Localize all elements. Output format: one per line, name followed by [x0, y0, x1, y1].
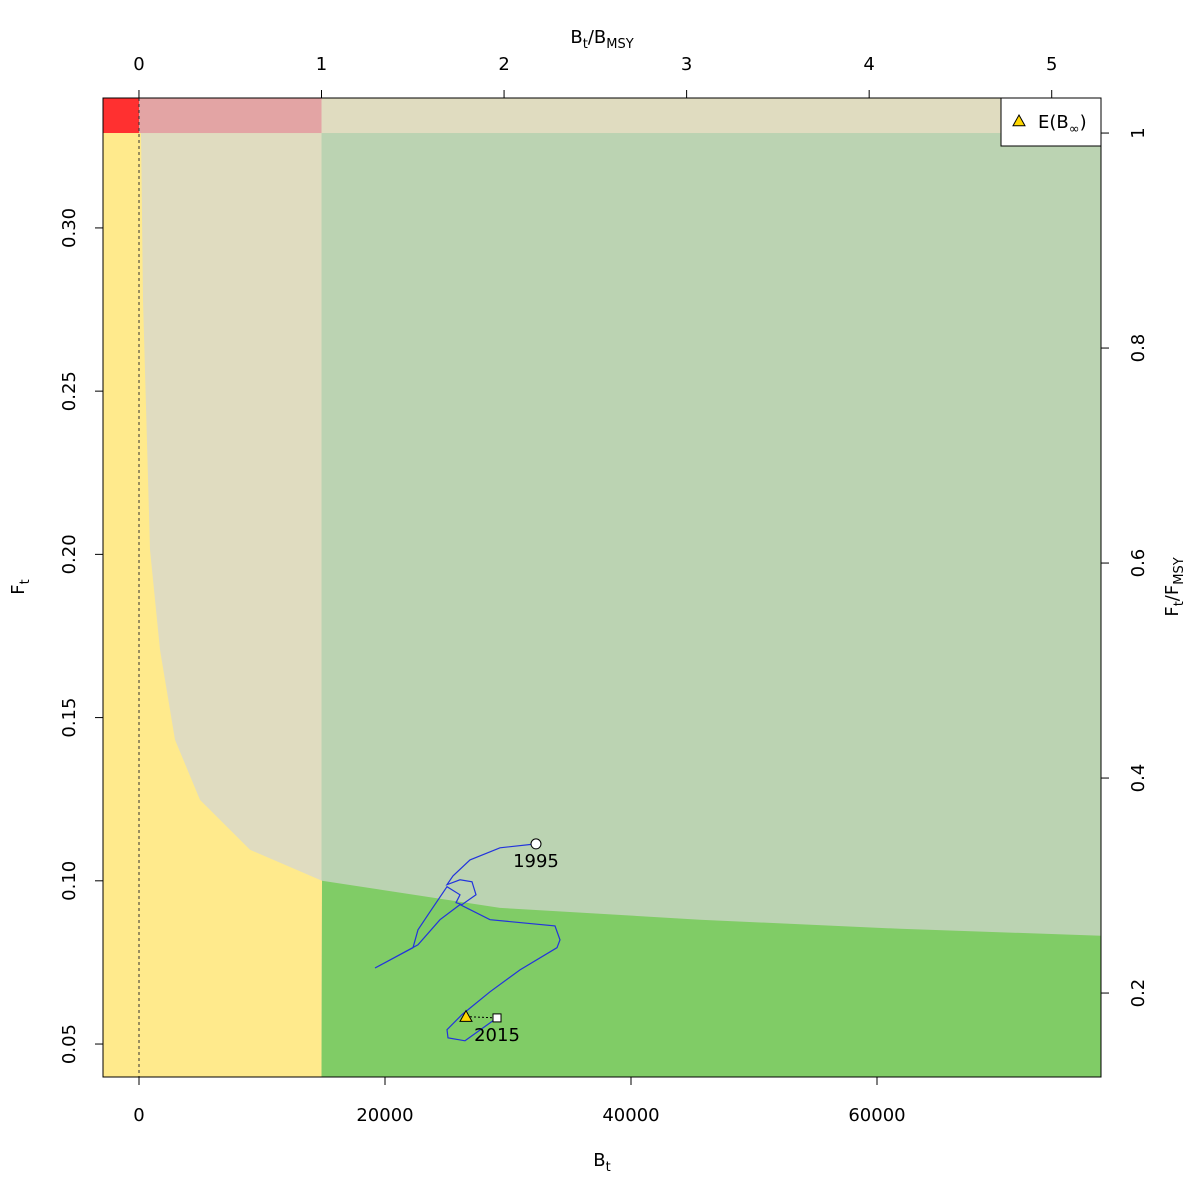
y2-tick-label: 0.8	[1128, 334, 1149, 363]
y2-axis-title-part: MSY	[1172, 557, 1187, 584]
y-tick-label: 0.15	[59, 698, 80, 738]
y-axis-title: Ft	[8, 579, 33, 594]
y2-axis-title-part: /F	[1162, 585, 1183, 601]
start-point	[530, 838, 542, 850]
x2-tick-label: 3	[681, 54, 692, 75]
legend-label-part: ∞	[1069, 122, 1080, 137]
y-tick-label: 0.25	[59, 371, 80, 411]
x-tick-label: 0	[133, 1105, 144, 1126]
x2-axis-title-part: /B	[588, 27, 606, 48]
equilibrium-marker	[459, 1009, 473, 1022]
y2-tick-label: 0.6	[1128, 549, 1149, 578]
x2-tick-label: 1	[316, 54, 327, 75]
x-axis-title: Bt	[593, 1150, 610, 1175]
x-axis-title-part: B	[593, 1150, 605, 1171]
y2-tick-label: 0.2	[1128, 979, 1149, 1008]
trajectory	[374, 843, 561, 1042]
x2-axis-title-part: MSY	[606, 37, 633, 52]
year-label: 1995	[513, 851, 559, 872]
end-point	[492, 1013, 502, 1023]
y-axis-title-part: t	[18, 579, 33, 584]
x-tick-label: 20000	[356, 1105, 413, 1126]
x-tick-label: 60000	[848, 1105, 905, 1126]
x2-tick-label: 2	[498, 54, 509, 75]
x2-axis-title-part: B	[570, 27, 582, 48]
y2-axis-title-part: t	[1172, 601, 1187, 606]
x-tick-label: 40000	[602, 1105, 659, 1126]
y2-tick-label: 0.4	[1128, 764, 1149, 793]
x2-axis-title-part: t	[583, 37, 588, 52]
y-tick-label: 0.10	[59, 861, 80, 901]
zone-pink	[139, 98, 322, 134]
x-axis-title-part: t	[606, 1160, 611, 1175]
legend-label: E(B∞)	[1038, 112, 1087, 137]
legend-label-part: )	[1080, 112, 1087, 133]
y-tick-label: 0.20	[59, 534, 80, 574]
x2-tick-label: 4	[863, 54, 874, 75]
zone-yellow-under-curve	[139, 133, 322, 1077]
equilibrium-link	[465, 1016, 498, 1019]
y-tick-label: 0.05	[59, 1024, 80, 1064]
legend-marker	[1012, 113, 1026, 127]
y-axis-title-part: F	[8, 584, 29, 594]
x2-tick-label: 5	[1046, 54, 1057, 75]
y2-tick-label: 1	[1128, 127, 1149, 138]
x2-axis-title: Bt/BMSY	[570, 27, 633, 52]
y2-axis-title: Ft/FMSY	[1162, 557, 1187, 616]
zone-green-under-curve	[321, 880, 1101, 1077]
year-label: 2015	[474, 1025, 520, 1046]
zone-red	[103, 98, 140, 134]
y-tick-label: 0.30	[59, 208, 80, 248]
legend-label-part: E(B	[1038, 112, 1069, 133]
x2-tick-label: 0	[133, 54, 144, 75]
zone-yellow	[103, 133, 140, 1077]
plot-frame	[102, 97, 1102, 1078]
y2-axis-title-part: F	[1162, 606, 1183, 616]
